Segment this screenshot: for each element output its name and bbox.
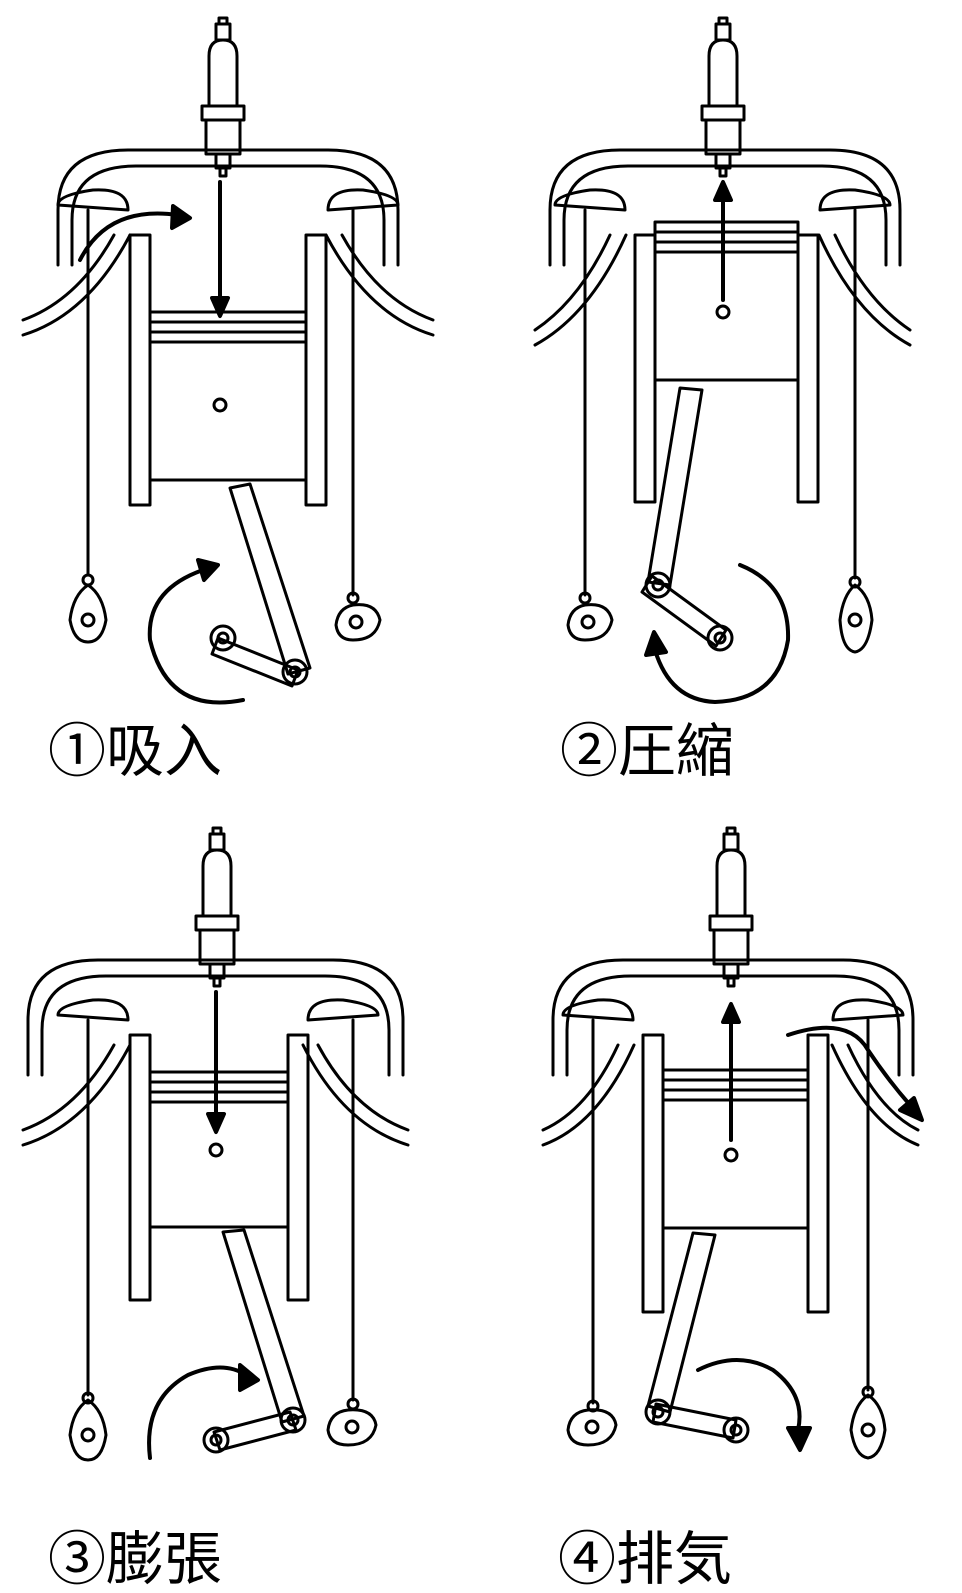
intake-flow-arrow xyxy=(78,204,192,262)
cylinder-head xyxy=(56,148,400,267)
exhaust-valve xyxy=(849,1018,887,1460)
connecting-rod xyxy=(646,1231,717,1414)
cylinder-wall-right xyxy=(286,1033,310,1302)
crankshaft xyxy=(202,1406,307,1454)
piston xyxy=(661,1068,810,1230)
cylinder-head xyxy=(26,958,405,1077)
intake-port xyxy=(21,998,132,1147)
crank-rotation-arrow xyxy=(696,1358,812,1452)
cylinder-wall-right xyxy=(796,233,820,504)
piston xyxy=(148,1070,290,1229)
cylinder-wall-left xyxy=(128,233,152,507)
engine-diagram-power xyxy=(21,826,410,1462)
stroke-number: ③ xyxy=(48,1525,107,1593)
intake-valve xyxy=(566,1018,618,1447)
exhaust-port xyxy=(830,998,920,1147)
intake-valve xyxy=(566,208,614,642)
crank-rotation-arrow xyxy=(147,558,245,705)
exhaust-valve xyxy=(334,208,382,642)
stroke-number: ④ xyxy=(558,1525,617,1593)
stroke-name: 膨張 xyxy=(106,1525,223,1593)
intake-valve xyxy=(68,208,108,644)
stroke-number: ① xyxy=(48,717,107,785)
connecting-rod xyxy=(221,1228,306,1424)
cylinder-wall-right xyxy=(806,1033,830,1314)
intake-port xyxy=(541,998,636,1147)
stroke-caption: ①吸入 xyxy=(48,722,222,780)
crank-rotation-arrow xyxy=(147,1363,260,1460)
cylinder-wall-left xyxy=(128,1033,152,1302)
crankshaft xyxy=(209,624,309,688)
exhaust-valve xyxy=(838,208,874,654)
stroke-panel-compression: ②圧縮 xyxy=(530,10,962,780)
crankshaft xyxy=(640,571,734,652)
engine-diagram-compression xyxy=(533,16,912,704)
spark-plug xyxy=(194,826,240,988)
spark-plug xyxy=(200,16,246,178)
stroke-number: ② xyxy=(560,717,619,785)
piston-motion-arrow-down xyxy=(206,990,226,1134)
piston-motion-arrow-down xyxy=(210,180,230,318)
stroke-panel-intake: ①吸入 xyxy=(18,10,458,780)
spark-plug xyxy=(700,16,746,178)
stroke-panel-power: ③膨張 xyxy=(18,820,458,1588)
piston-motion-arrow-up xyxy=(713,180,733,302)
crank-rotation-arrow xyxy=(644,563,791,704)
exhaust-port xyxy=(817,188,912,347)
stroke-name: 圧縮 xyxy=(618,717,735,785)
intake-valve xyxy=(68,1018,108,1462)
cylinder-wall-left xyxy=(641,1033,665,1314)
spark-plug xyxy=(708,826,754,988)
exhaust-flow-arrow xyxy=(786,1025,924,1122)
exhaust-valve xyxy=(326,1018,378,1447)
cylinder-wall-left xyxy=(633,233,657,504)
piston xyxy=(148,310,308,482)
stroke-caption: ②圧縮 xyxy=(560,722,734,780)
stroke-name: 排気 xyxy=(616,1525,733,1593)
crankshaft xyxy=(644,1398,750,1444)
exhaust-port xyxy=(324,188,435,337)
piston-motion-arrow-up xyxy=(721,1002,741,1142)
connecting-rod xyxy=(228,482,312,676)
engine-diagram-exhaust xyxy=(541,826,924,1460)
engine-diagram-intake xyxy=(21,16,435,705)
piston xyxy=(653,220,800,382)
stroke-caption: ③膨張 xyxy=(48,1530,222,1588)
stroke-caption: ④排気 xyxy=(558,1530,732,1588)
exhaust-port xyxy=(301,998,410,1147)
cylinder-wall-right xyxy=(304,233,328,507)
stroke-name: 吸入 xyxy=(106,717,223,785)
stroke-panel-exhaust: ④排気 xyxy=(538,820,962,1588)
intake-port xyxy=(21,188,132,337)
